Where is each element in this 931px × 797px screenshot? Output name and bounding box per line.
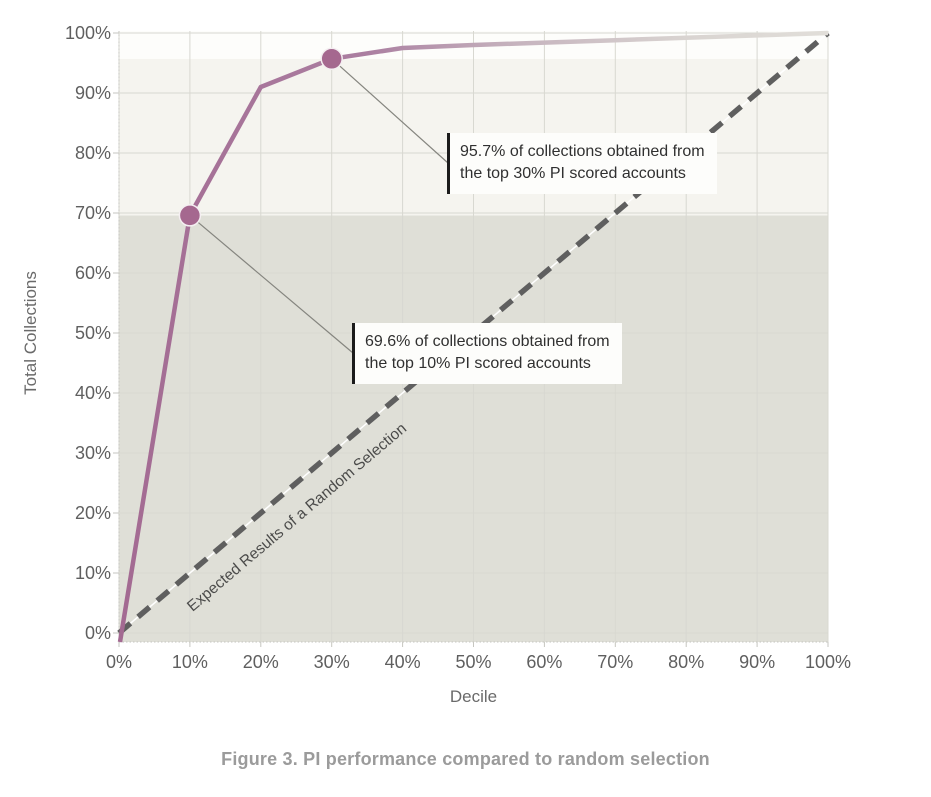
annotation-text-line: 69.6% of collections obtained from [365,333,610,350]
y-tick-label: 10% [74,563,111,583]
y-tick-label: 60% [74,263,111,283]
y-tick-label: 0% [84,623,111,643]
pi-curve-line [117,30,829,643]
y-tick-label: 30% [74,443,111,463]
figure-caption: Figure 3. PI performance compared to ran… [221,749,710,769]
annotation-top-30-percent: 95.7% of collections obtained from the t… [447,133,717,194]
data-point-marker [320,47,343,71]
annotation-callout-line [331,58,449,164]
annotation-text-line: the top 30% PI scored accounts [460,165,686,182]
y-tick-label: 50% [74,323,111,343]
x-axis-title: Decile [449,687,498,706]
x-tick-label: 10% [171,652,208,672]
x-tick-label: 60% [526,652,563,672]
x-tick-label: 100% [804,652,852,672]
x-tick-label: 20% [242,652,279,672]
x-tick-label: 80% [668,652,705,672]
y-tick-label: 70% [74,203,111,223]
x-tick-label: 90% [739,652,776,672]
annotation-top-10-percent: 69.6% of collections obtained from the t… [352,323,622,384]
annotation-text-line: the top 10% PI scored accounts [365,355,591,372]
x-tick-label: 70% [597,652,634,672]
data-point-marker [178,204,202,227]
y-tick-label: 100% [64,23,111,43]
annotation-text-line: 95.7% of collections obtained from [460,143,705,160]
x-tick-label: 50% [455,652,492,672]
annotation-callout-line [189,214,354,354]
y-tick-label: 90% [74,83,111,103]
x-tick-label: 40% [384,652,421,672]
y-tick-label: 20% [74,503,111,523]
y-tick-label: 40% [74,383,111,403]
x-tick-label: 30% [313,652,350,672]
x-tick-label: 0% [105,652,132,672]
y-tick-label: 80% [74,143,111,163]
